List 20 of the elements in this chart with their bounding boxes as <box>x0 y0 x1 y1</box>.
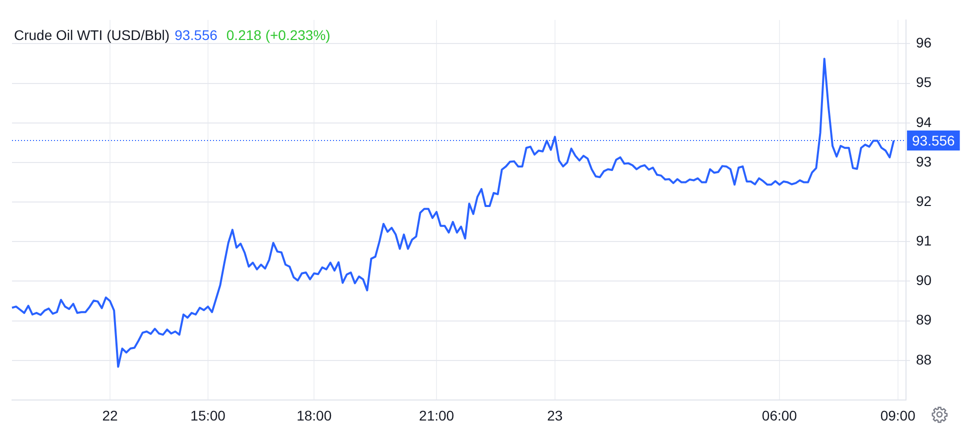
text: 93.556 <box>174 26 218 43</box>
y-tick-label: 95 <box>916 74 932 90</box>
x-tick-label: 21:00 <box>419 407 454 424</box>
ref-line-label: 93.556 <box>912 132 956 148</box>
y-tick-label: 89 <box>916 312 932 328</box>
y-tick-label: 94 <box>916 114 932 130</box>
x-tick-label: 09:00 <box>880 407 916 424</box>
x-tick-label: 22 <box>102 407 118 424</box>
y-tick-label: 88 <box>916 351 932 368</box>
x-tick-label: 23 <box>547 407 563 424</box>
x-tick-label: 18:00 <box>296 407 332 424</box>
y-tick-label: 93 <box>916 153 932 170</box>
y-tick-label: 96 <box>916 34 932 51</box>
text: Crude Oil WTI (USD/Bbl) <box>14 26 170 43</box>
y-tick-label: 91 <box>916 232 932 249</box>
x-tick-label: 06:00 <box>762 407 798 424</box>
y-tick-label: 92 <box>916 192 932 209</box>
y-tick-label: 90 <box>916 272 932 288</box>
x-tick-label: 15:00 <box>190 407 226 424</box>
annotation: 0.218 (+0.233%) <box>226 26 330 43</box>
